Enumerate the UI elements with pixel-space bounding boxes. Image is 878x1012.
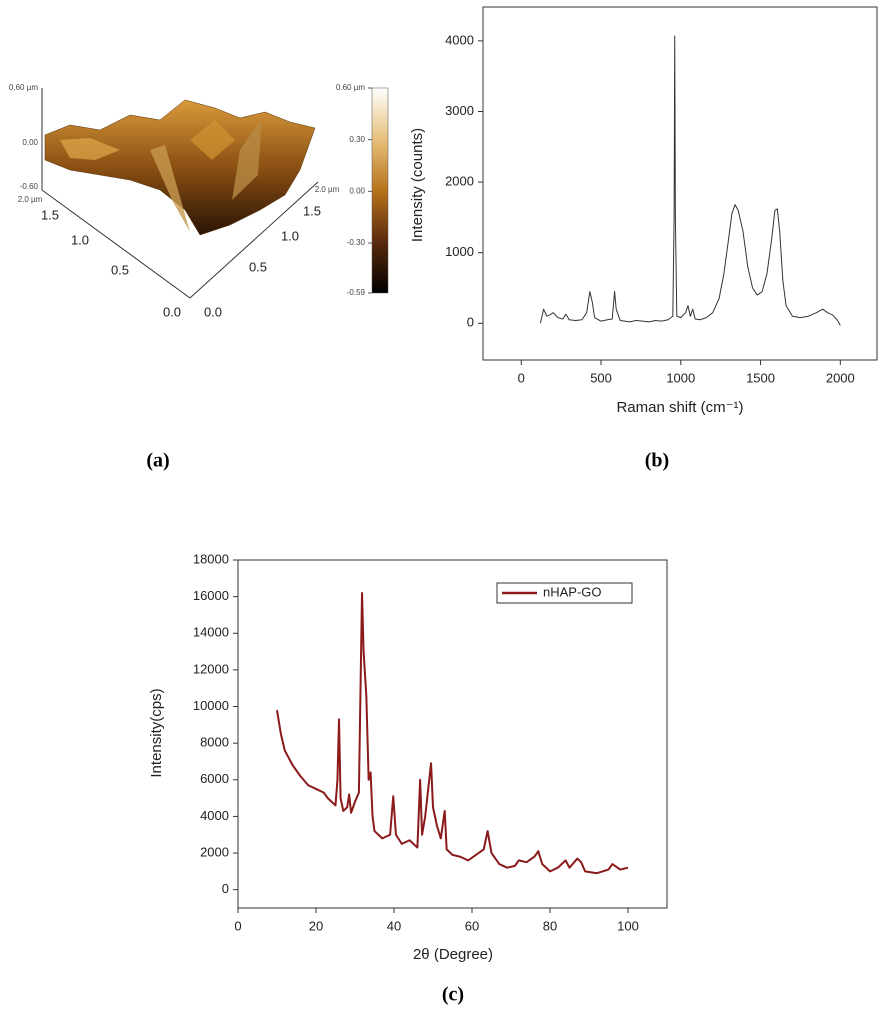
colorbar-tick-label: 0.00 [349,186,365,195]
data-line [277,593,628,873]
x-axis-label: Raman shift (cm⁻¹) [616,399,743,416]
colorbar-tick-label: 0.60 µm [336,83,365,92]
y-tick-label: 8000 [200,735,229,750]
y-tick-label: 12000 [193,661,229,676]
y-tick-label: 4000 [445,32,474,47]
x-axis-label: 2θ (Degree) [413,946,493,963]
colorbar-tick-label: -0.30 [347,238,366,247]
y-tick-label: 4000 [200,808,229,823]
x-tick-label: 80 [543,918,557,933]
afm-surface [42,88,318,298]
y-tick-label: 0.0 [204,304,222,319]
y-tick-label: 3000 [445,103,474,118]
x-tick-label: 1.5 [41,207,59,222]
z-tick-label: 0.00 [22,138,38,147]
x-tick-label: 1.0 [71,232,89,247]
x-tick-label: 40 [387,918,401,933]
z-tick-label: -0.60 [20,182,39,191]
y-tick-label: 2.0 µm [315,185,340,194]
colorbar-tick-label: 0.30 [349,135,365,144]
y-axis-label: Intensity (counts) [409,128,426,242]
panel-label: (a) [146,450,169,472]
x-tick-label: 60 [465,918,479,933]
y-tick-label: 18000 [193,551,229,566]
colorbar [372,88,388,293]
x-tick-label: 0.0 [163,304,181,319]
x-tick-label: 1500 [746,370,775,385]
legend-label: nHAP-GO [543,584,602,599]
x-tick-label: 100 [617,918,639,933]
x-tick-label: 0.5 [111,262,129,277]
y-tick-label: 0 [222,881,229,896]
y-tick-label: 2000 [200,844,229,859]
x-tick-label: 1000 [666,370,695,385]
y-tick-label: 2000 [445,174,474,189]
x-tick-label: 0 [234,918,241,933]
y-tick-label: 14000 [193,625,229,640]
figure: (a) (b) (c) 0.60 µm0.00-0.602.0 µm1.51.0… [0,0,878,1012]
plot-frame [483,7,877,360]
y-tick-label: 6000 [200,771,229,786]
y-tick-label: 1.0 [281,228,299,243]
x-tick-label: 2.0 µm [18,195,43,204]
x-tick-label: 20 [309,918,323,933]
panel-label: (b) [645,450,669,472]
y-tick-label: 1.5 [303,203,321,218]
colorbar-tick-label: -0.59 [347,288,366,297]
x-tick-label: 2000 [826,370,855,385]
data-line [540,36,840,325]
panel-label: (c) [442,984,464,1006]
x-tick-label: 500 [590,370,612,385]
y-tick-label: 16000 [193,588,229,603]
y-tick-label: 0.5 [249,259,267,274]
y-tick-label: 10000 [193,698,229,713]
y-tick-label: 1000 [445,244,474,259]
z-tick-label: 0.60 µm [9,83,38,92]
y-tick-label: 0 [467,315,474,330]
x-tick-label: 0 [518,370,525,385]
y-axis-label: Intensity(cps) [148,688,165,777]
